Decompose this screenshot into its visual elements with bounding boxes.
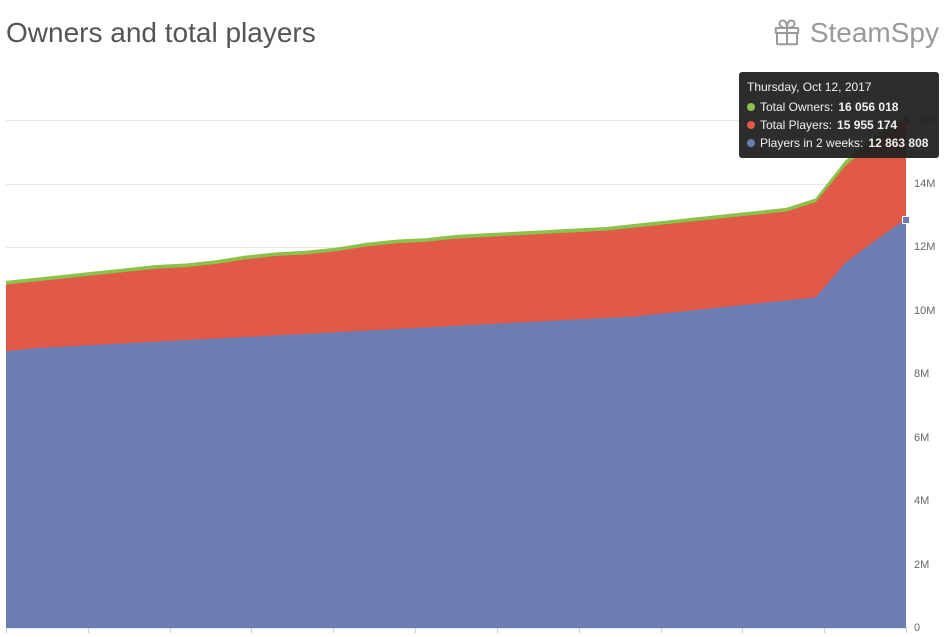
legend-dot <box>747 121 755 129</box>
legend-dot <box>747 139 755 147</box>
tooltip-row: Total Owners: 16 056 018 <box>747 98 931 116</box>
tooltip-date: Thursday, Oct 12, 2017 <box>747 78 931 96</box>
chart-tooltip: Thursday, Oct 12, 2017 Total Owners: 16 … <box>739 72 939 158</box>
brand-logo: SteamSpy <box>772 17 939 49</box>
y-axis-label: 8M <box>914 368 929 380</box>
legend-dot <box>747 103 755 111</box>
tooltip-row: Players in 2 weeks: 12 863 808 <box>747 134 931 152</box>
y-axis-label: 0 <box>914 622 920 634</box>
chart-title: Owners and total players <box>6 17 316 49</box>
tooltip-series-label: Total Players: <box>760 116 832 134</box>
tooltip-series-label: Total Owners: <box>760 98 833 116</box>
tooltip-series-value: 12 863 808 <box>868 134 928 152</box>
gridline <box>6 628 906 629</box>
hover-marker <box>902 216 910 224</box>
y-axis-label: 14M <box>914 178 935 190</box>
tooltip-series-label: Players in 2 weeks: <box>760 134 863 152</box>
y-axis-label: 6M <box>914 432 929 444</box>
y-axis-label: 4M <box>914 495 929 507</box>
y-axis-label: 10M <box>914 305 935 317</box>
plot-area[interactable]: 02M4M6M8M10M12M14M16M <box>6 120 906 628</box>
tooltip-row: Total Players: 15 955 174 <box>747 116 931 134</box>
chart-area[interactable]: 02M4M6M8M10M12M14M16M Thursday, Oct 12, … <box>0 120 945 637</box>
y-axis-label: 12M <box>914 241 935 253</box>
brand-name: SteamSpy <box>810 17 939 49</box>
y-axis-label: 2M <box>914 559 929 571</box>
tooltip-series-value: 15 955 174 <box>837 116 897 134</box>
x-axis-tick <box>906 627 907 633</box>
tooltip-series-value: 16 056 018 <box>838 98 898 116</box>
chart-header: Owners and total players SteamSpy <box>0 0 945 66</box>
gift-icon <box>772 18 802 48</box>
chart-svg <box>6 120 906 628</box>
